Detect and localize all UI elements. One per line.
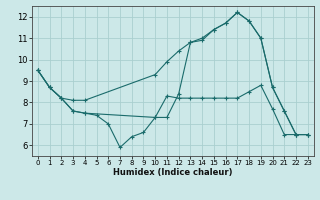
X-axis label: Humidex (Indice chaleur): Humidex (Indice chaleur) (113, 168, 233, 177)
